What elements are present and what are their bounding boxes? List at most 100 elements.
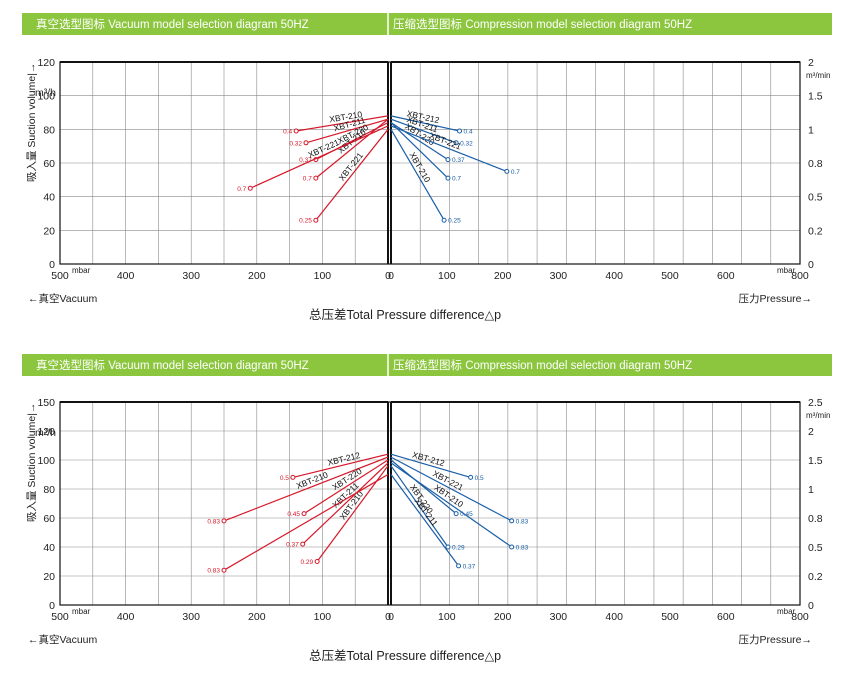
y-tick-label-right: 1 [808,484,814,496]
chart-panel-top: 真空选型图标 Vacuum model selection diagram 50… [0,0,850,340]
compression-point-label: 0.4 [464,129,473,136]
vacuum-series-endpoint [313,175,319,181]
y-tick-label-left: 20 [43,571,55,583]
x-tick-label-vacuum: 400 [117,611,135,623]
y-tick-label-left: 0 [49,259,55,271]
x-tick-label-vacuum: 200 [248,611,266,623]
x-axis-title: 总压差Total Pressure difference△p [309,308,501,322]
compression-series-endpoint [445,175,451,181]
vacuum-series-line [249,125,389,189]
vacuum-point-label: 0.25 [299,218,312,225]
x-tick-label-vacuum: 300 [182,270,200,282]
x-tick-label-compression: 400 [605,270,623,282]
compression-series-endpoint [445,157,451,163]
chart-panel-bottom: 真空选型图标 Vacuum model selection diagram 50… [0,341,850,681]
x-tick-label-compression: 500 [661,270,679,282]
x-tick-label-vacuum: 500 [51,611,69,623]
compression-series-line [390,129,445,221]
x-unit-compression: mbar [777,607,796,616]
compression-series-endpoint [468,474,474,480]
compression-series-line [390,115,460,132]
vacuum-series-line [296,115,389,132]
x-tick-label-compression: 200 [494,270,512,282]
y-tick-label-left: 100 [37,91,55,103]
vacuum-series-line [302,462,389,545]
header-bar [22,13,832,35]
vacuum-point-label: 0.83 [207,568,220,575]
x-tick-label-vacuum: 100 [314,611,332,623]
x-tick-label-compression: 600 [717,611,735,623]
compression-point-label: 0.45 [460,511,473,518]
compression-series-endpoint [453,140,459,146]
compression-series-line [390,474,460,567]
y-tick-label-right: 2 [808,426,814,438]
y-tick-label-left: 80 [43,484,55,496]
y-tick-label-right: 0.2 [808,571,823,583]
vacuum-header-title: 真空选型图标 Vacuum model selection diagram 50… [36,17,309,31]
vacuum-point-label: 0.7 [303,176,312,183]
compression-header-title: 压缩选型图标 Compression model selection diagr… [393,17,692,31]
compression-series-line [390,462,512,548]
x-tick-label-compression: 800 [791,611,809,623]
vacuum-point-label: 0.83 [207,518,220,525]
compression-series-endpoint [509,518,515,524]
y-tick-label-left: 40 [43,192,55,204]
y-tick-label-right: 2.5 [808,397,823,409]
y-tick-label-left: 120 [37,57,55,69]
vacuum-point-label: 0.37 [286,542,299,549]
vacuum-header-title: 真空选型图标 Vacuum model selection diagram 50… [36,358,309,372]
vacuum-series-endpoint [303,140,309,146]
compression-point-label: 0.5 [475,475,484,482]
compression-point-label: 0.37 [463,563,476,570]
compression-point-label: 0.83 [516,545,529,552]
x-unit-vacuum: mbar [72,266,91,275]
y-tick-label-left: 60 [43,513,55,525]
compression-series-endpoint [441,217,447,223]
x-tick-label-vacuum: 0 [385,611,391,623]
compression-series-line [390,125,508,172]
y-tick-label-right: 0.2 [808,225,823,237]
compression-series-label: XBT-221 [428,130,463,151]
compression-header-title: 压缩选型图标 Compression model selection diagr… [393,358,692,372]
x-tick-label-vacuum: 100 [314,270,332,282]
y-tick-label-left: 120 [37,426,55,438]
x-tick-label-compression: 100 [438,611,456,623]
vacuum-series-endpoint [314,559,320,564]
vacuum-point-label: 0.5 [280,475,289,482]
compression-point-label: 0.37 [452,157,465,164]
vacuum-series-endpoint [293,128,299,134]
compression-point-label: 0.7 [452,176,461,183]
y-tick-label-left: 150 [37,397,55,409]
compression-series-line [390,465,449,548]
compression-point-label: 0.29 [452,545,465,552]
x-axis-title: 总压差Total Pressure difference△p [309,649,501,663]
x-tick-label-compression: 100 [438,270,456,282]
y-tick-label-left: 0 [49,600,55,612]
x-tick-label-compression: 0 [388,611,394,623]
y-tick-label-left: 60 [43,158,55,170]
vacuum-series-endpoint [221,567,227,573]
x-tick-label-compression: 600 [717,270,735,282]
vacuum-series-line [305,118,389,144]
compression-point-label: 0.25 [448,218,461,225]
y-tick-label-right: 0.5 [808,542,823,554]
y-tick-label-left: 40 [43,542,55,554]
x-tick-label-compression: 300 [550,270,568,282]
compression-point-label: 0.7 [511,169,520,176]
compression-series-endpoint [457,128,463,134]
compression-series-line [390,453,471,478]
y-tick-label-right: 0.8 [808,158,823,170]
x-tick-label-compression: 800 [791,270,809,282]
header-bar [22,354,832,376]
chart-bottom-svg: 真空选型图标 Vacuum model selection diagram 50… [22,354,832,663]
x-tick-label-vacuum: 0 [385,270,391,282]
x-tick-label-vacuum: 300 [182,611,200,623]
y-tick-label-right: 0.5 [808,192,823,204]
y-unit-right: m³/min [806,411,830,420]
vacuum-series-line [303,459,389,515]
compression-series-endpoint [509,544,515,550]
vacuum-series-endpoint [247,185,253,191]
vacuum-point-label: 0.4 [283,129,292,136]
vacuum-series-label: XBT-221 [306,137,341,160]
compression-series-endpoint [453,511,459,517]
